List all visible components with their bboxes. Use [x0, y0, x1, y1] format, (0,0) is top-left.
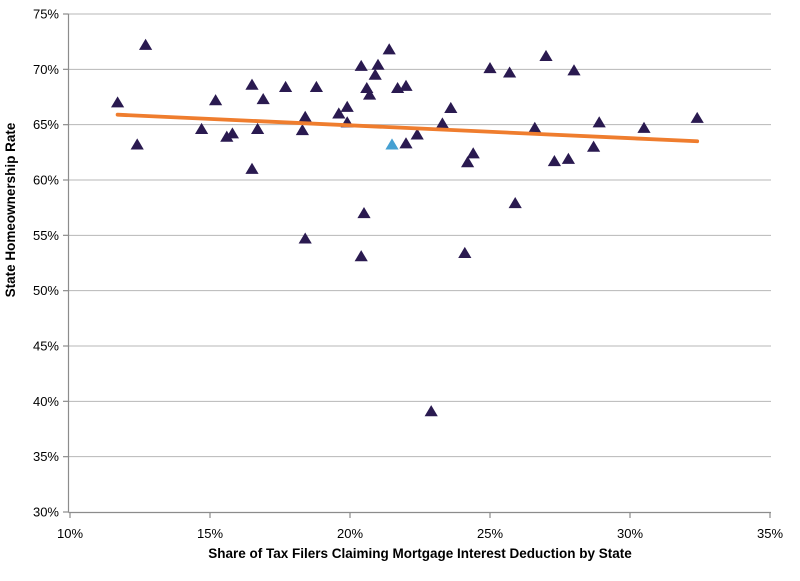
y-tick-label: 70% [33, 62, 59, 77]
data-point-triangle [466, 147, 480, 159]
data-points [111, 38, 704, 417]
y-tick-label: 45% [33, 339, 59, 354]
data-point-triangle [360, 81, 374, 94]
data-point-triangle [382, 43, 396, 55]
data-point-triangle [399, 79, 413, 91]
x-tick-label: 20% [337, 526, 363, 541]
data-point-triangle [561, 152, 575, 164]
data-point-triangle [458, 246, 472, 258]
data-point-triangle [567, 64, 581, 76]
data-point-triangle [503, 66, 517, 78]
y-tick-label: 30% [33, 505, 59, 520]
data-point-triangle [547, 154, 561, 167]
axes [63, 13, 771, 518]
gridlines [68, 13, 771, 458]
data-point-triangle [111, 96, 125, 108]
y-tick-label: 55% [33, 228, 59, 243]
data-point-triangle [357, 207, 371, 219]
data-point-triangle [354, 250, 368, 262]
data-point-triangle [483, 62, 497, 74]
data-point-triangle [332, 107, 346, 119]
data-point-triangle [592, 116, 606, 128]
y-tick-label: 75% [33, 7, 59, 22]
data-point-triangle [587, 140, 601, 152]
data-point-triangle [295, 124, 309, 136]
data-point-triangle [251, 122, 265, 134]
data-point-triangle [690, 111, 704, 123]
data-point-triangle [363, 88, 377, 100]
data-point-triangle [298, 232, 312, 244]
x-tick-label: 30% [617, 526, 643, 541]
data-point-triangle [435, 117, 449, 129]
data-point-triangle [410, 128, 424, 140]
data-point-triangle [637, 121, 651, 133]
y-tick-label: 60% [33, 173, 59, 188]
data-point-triangle [245, 162, 259, 174]
data-point-triangle [340, 100, 354, 112]
data-point-triangle [256, 93, 270, 105]
data-point-triangle [508, 197, 522, 209]
trendline-layer [115, 112, 700, 144]
data-point-triangle [354, 59, 368, 71]
data-point-triangle [209, 94, 223, 106]
y-tick-label: 40% [33, 394, 59, 409]
x-tick-label: 35% [757, 526, 783, 541]
trend-line [115, 112, 700, 144]
data-point-triangle [139, 38, 153, 50]
data-point-triangle [245, 78, 259, 90]
data-point-triangle [298, 110, 312, 122]
data-point-triangle [539, 49, 553, 61]
data-point-triangle [424, 405, 438, 417]
data-point-triangle [130, 138, 144, 150]
data-point-triangle [399, 137, 413, 149]
tick-labels: 30% 35% 40% 45% 50% 55% 60% 65% 70% 75% 10% 15% 20% 2… [33, 7, 783, 542]
data-point-triangle [220, 130, 234, 142]
data-point-triangle [279, 80, 293, 92]
y-axis-title: State Homeownership Rate [3, 122, 18, 297]
data-point-triangle [528, 121, 542, 133]
y-tick-label: 50% [33, 283, 59, 298]
x-tick-label: 15% [197, 526, 223, 541]
data-point-triangle [444, 101, 458, 113]
data-point-triangle [368, 68, 382, 80]
data-point-triangle [225, 127, 239, 139]
y-tick-label: 35% [33, 449, 59, 464]
data-point-triangle [309, 80, 323, 92]
data-point-triangle [195, 122, 209, 134]
x-axis-title: Share of Tax Filers Claiming Mortgage In… [208, 546, 632, 561]
data-point-triangle [461, 156, 475, 168]
data-point-triangle [371, 58, 385, 70]
x-tick-label: 25% [477, 526, 503, 541]
x-tick-label: 10% [57, 526, 83, 541]
highlighted-point-triangle [385, 138, 399, 150]
y-tick-label: 65% [33, 117, 59, 132]
